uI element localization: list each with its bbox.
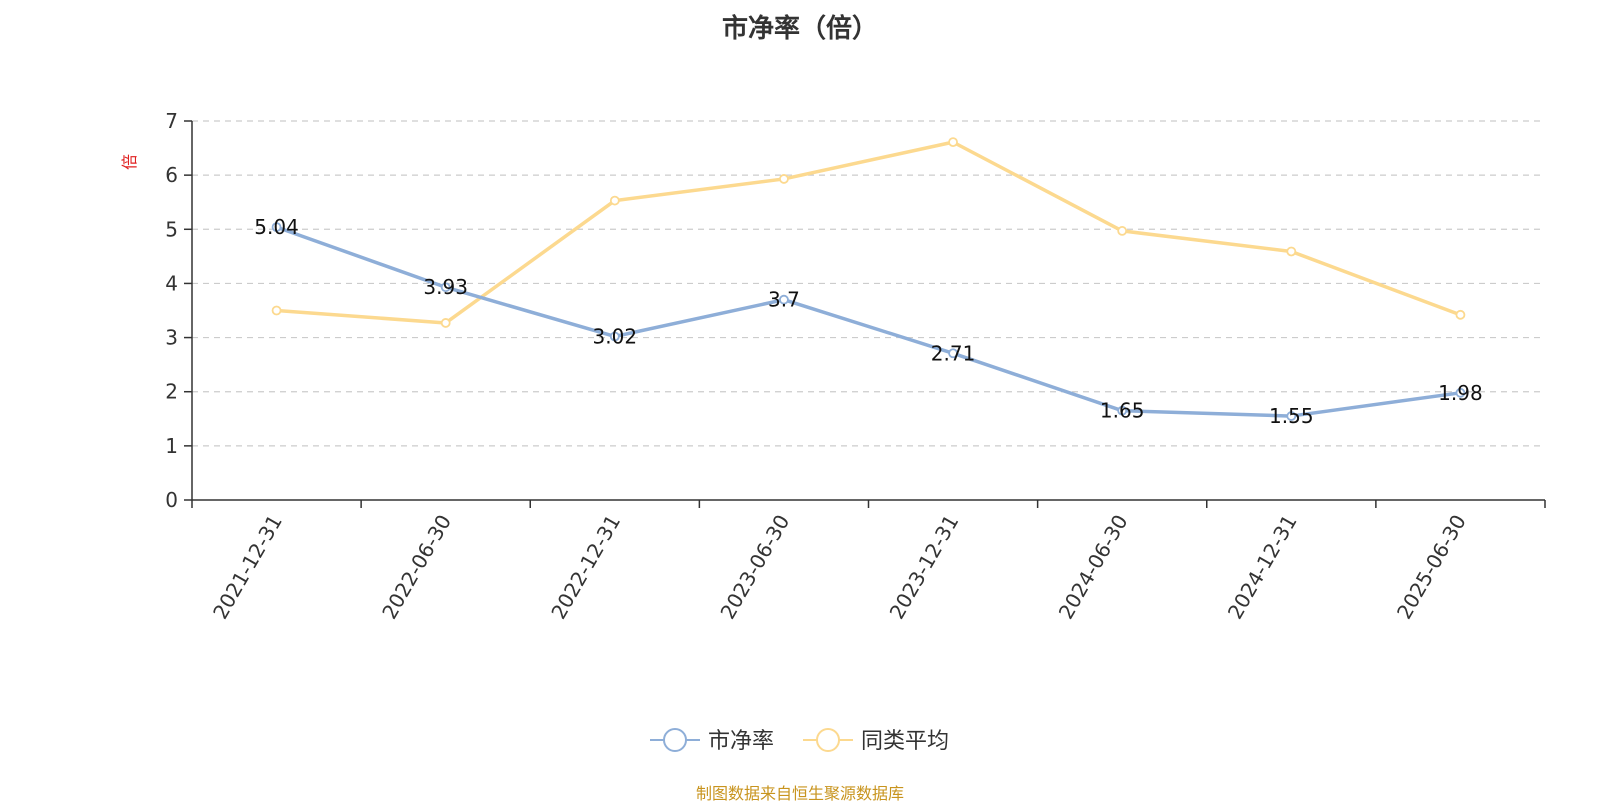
data-point (271, 305, 282, 316)
data-labels: 5.04 3.93 3.02 3.7 2.71 1.65 1.55 1.98 (254, 215, 1482, 428)
legend-item-1: 同类平均 (803, 728, 949, 754)
x-tick-label: 2024-06-30 (1054, 511, 1133, 624)
data-point (440, 318, 451, 328)
data-point (271, 222, 282, 233)
data-point (1455, 309, 1466, 320)
x-tick-label: 2023-12-31 (884, 511, 963, 624)
chart-title: 市净率（倍） (721, 14, 878, 44)
data-point (1286, 246, 1297, 257)
data-label: 5.04 (254, 215, 299, 239)
series-line-0 (275, 225, 1461, 418)
legend-label: 同类平均 (861, 729, 949, 754)
data-point (1286, 411, 1297, 421)
data-label: 2.71 (931, 341, 976, 365)
x-tick-label: 2023-06-30 (715, 511, 794, 624)
y-tick-label: 0 (165, 488, 178, 512)
source-note: 制图数据来自恒生聚源数据库 (695, 784, 904, 803)
axes: 0 1 2 3 4 5 6 7 2021-12-31 2022-06-30 2022-12-31 20… (165, 109, 1546, 624)
data-point (1117, 405, 1128, 416)
y-tick-label: 5 (165, 217, 178, 241)
y-tick-label: 3 (165, 326, 178, 350)
data-label: 1.55 (1269, 404, 1314, 428)
data-point (440, 282, 451, 293)
y-tick-label: 4 (165, 271, 178, 295)
legend-marker (663, 728, 687, 752)
data-point (609, 195, 620, 206)
data-point (1455, 387, 1466, 398)
legend-marker (816, 728, 840, 752)
series-layer (271, 137, 1466, 421)
data-point (779, 294, 789, 305)
data-label: 1.65 (1100, 399, 1145, 423)
data-point (1117, 226, 1128, 236)
series-line-1 (276, 140, 1462, 325)
y-tick-label: 2 (165, 380, 178, 404)
legend-item-0: 市净率 (650, 728, 774, 754)
data-point (779, 174, 789, 184)
data-point (609, 331, 620, 342)
x-tick-label: 2022-06-30 (377, 511, 456, 624)
x-tick-label: 2022-12-31 (546, 511, 625, 624)
data-point (948, 137, 958, 148)
data-label: 3.02 (593, 324, 638, 348)
legend-label: 市净率 (708, 729, 774, 754)
grid-lines (192, 120, 1545, 447)
y-tick-label: 1 (165, 434, 178, 458)
y-tick-label: 7 (165, 109, 178, 133)
legend: 市净率 同类平均 (650, 728, 949, 754)
x-tick-label: 2025-06-30 (1392, 511, 1471, 624)
data-label: 3.7 (768, 288, 800, 312)
y-axis-label: 倍 (120, 154, 139, 170)
data-label: 1.98 (1438, 381, 1483, 405)
x-tick-label: 2021-12-31 (208, 511, 287, 624)
data-label: 3.93 (423, 275, 468, 299)
x-tick-label: 2024-12-31 (1223, 511, 1302, 624)
data-point (948, 348, 958, 359)
y-tick-label: 6 (165, 163, 178, 187)
